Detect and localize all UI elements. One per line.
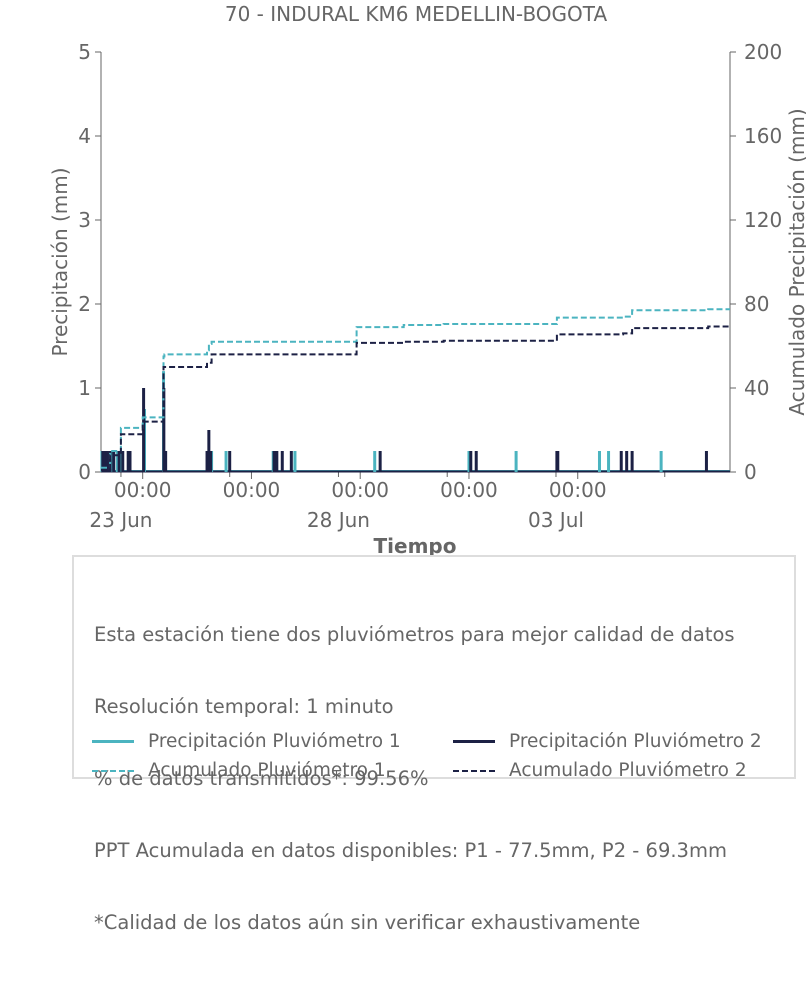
y-tick-label: 1 <box>78 376 91 400</box>
bar-p1 <box>597 451 601 472</box>
bar-p1 <box>224 451 228 472</box>
y-tick-label: 3 <box>78 208 91 232</box>
y2-axis-label: Acumulado Precipitación (mm) <box>785 108 806 415</box>
bar-p2 <box>108 451 112 472</box>
x-date-label: 28 Jun <box>307 508 370 532</box>
legend-swatch-acc1-dashed <box>92 769 134 772</box>
bar-p1 <box>514 451 518 472</box>
x-tick-label: 00:00 <box>114 478 172 502</box>
info-line-quality: *Calidad de los datos aún sin verificar … <box>94 911 641 934</box>
bar-p2 <box>272 451 276 472</box>
legend-swatch-p1-solid <box>92 740 134 743</box>
y-tick-label: 5 <box>78 40 91 64</box>
bar-p2 <box>105 451 109 472</box>
x-tick-label: 00:00 <box>331 478 389 502</box>
bar-p2 <box>704 451 708 472</box>
bar-p1 <box>467 451 471 472</box>
y2-tick-label: 120 <box>744 208 782 232</box>
info-line-stations: Esta estación tiene dos pluviómetros par… <box>94 623 735 646</box>
bar-p2 <box>103 451 107 472</box>
bar-p2 <box>625 451 629 472</box>
bar-p2 <box>474 451 478 472</box>
x-axis-label: Tiempo <box>374 534 457 558</box>
legend-item-p2: Precipitación Pluviómetro 2 <box>453 731 762 752</box>
bar-p2 <box>207 430 211 472</box>
legend-item-p1: Precipitación Pluviómetro 1 <box>92 731 401 752</box>
y2-tick-label: 40 <box>744 376 769 400</box>
legend-label-p2: Precipitación Pluviómetro 2 <box>509 731 762 752</box>
bar-p2 <box>117 451 121 472</box>
legend-label-acc1: Acumulado Pluviómetro 1 <box>148 760 386 781</box>
series-acc1-line <box>101 308 730 469</box>
bar-p2 <box>121 451 125 472</box>
bar-p1 <box>373 451 377 472</box>
y-tick-label: 0 <box>78 460 91 484</box>
bar-p2 <box>128 451 132 472</box>
series-acc2-line <box>101 325 730 471</box>
bar-p2 <box>280 451 284 472</box>
bar-p1 <box>119 451 123 472</box>
legend-label-p1: Precipitación Pluviómetro 1 <box>148 731 401 752</box>
precipitation-chart: 70 - INDURAL KM6 MEDELLIN-BOGOTA 0 1 2 3 4 5 0… <box>48 2 806 558</box>
info-line-accumulated: PPT Acumulada en datos disponibles: P1 -… <box>94 839 727 862</box>
bar-p2 <box>630 451 634 472</box>
bar-p1 <box>659 451 663 472</box>
bar-p2 <box>126 451 130 472</box>
bar-p1 <box>110 451 114 472</box>
x-tick-label: 00:00 <box>549 478 607 502</box>
y-tick-label: 4 <box>78 124 91 148</box>
y-tick-label: 2 <box>78 292 91 316</box>
bar-p2 <box>556 451 560 472</box>
legend-label-acc2: Acumulado Pluviómetro 2 <box>509 760 747 781</box>
legend-item-acc2: Acumulado Pluviómetro 2 <box>453 760 747 781</box>
bar-p2 <box>275 451 279 472</box>
y2-tick-label: 80 <box>744 292 769 316</box>
bar-p2 <box>619 451 623 472</box>
bar-p2 <box>209 451 213 472</box>
info-box: Esta estación tiene dos pluviómetros par… <box>72 555 796 934</box>
info-line-transmitted: % de datos transmitidos*: 99.56% <box>94 767 429 790</box>
y2-tick-label: 200 <box>744 40 782 64</box>
info-line-resolution: Resolución temporal: 1 minuto <box>94 695 394 718</box>
bar-p1 <box>607 451 611 472</box>
x-tick-label: 00:00 <box>223 478 281 502</box>
bar-p2 <box>228 451 232 472</box>
y2-tick-label: 160 <box>744 124 782 148</box>
bar-p2 <box>162 388 166 472</box>
legend-swatch-acc2-dashed <box>453 769 495 772</box>
chart-title: 70 - INDURAL KM6 MEDELLIN-BOGOTA <box>225 2 608 26</box>
x-date-label: 03 Jul <box>528 508 584 532</box>
bar-p2 <box>469 451 473 472</box>
bar-p1 <box>293 451 297 472</box>
y2-tick-label: 0 <box>744 460 757 484</box>
x-date-label: 23 Jun <box>89 508 152 532</box>
bar-p2 <box>164 451 168 472</box>
legend-swatch-p2-solid <box>453 740 495 743</box>
bar-p2 <box>205 451 209 472</box>
legend-item-acc1: Acumulado Pluviómetro 1 <box>92 760 386 781</box>
bar-p2 <box>112 451 116 472</box>
bar-p1 <box>115 451 119 472</box>
bar-p2 <box>378 451 382 472</box>
x-tick-label: 00:00 <box>440 478 498 502</box>
bar-p2 <box>101 451 105 472</box>
y-axis-label: Precipitación (mm) <box>48 167 72 356</box>
bar-p2 <box>289 451 293 472</box>
